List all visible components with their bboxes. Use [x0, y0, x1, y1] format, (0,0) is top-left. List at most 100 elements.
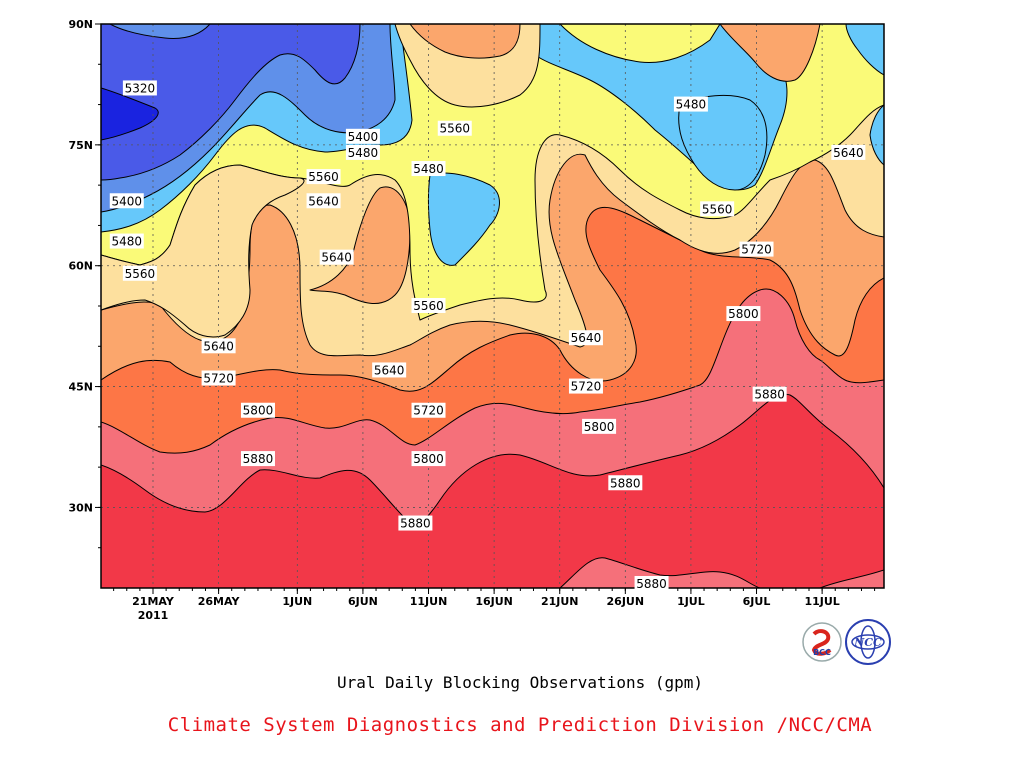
contour-label-box — [109, 233, 144, 249]
contour-label-box — [319, 249, 354, 265]
contour-label-box — [372, 362, 407, 378]
x-tick-label: 21JUN — [541, 595, 579, 608]
contour-label: 5880 — [240, 451, 275, 467]
contour-label: 5400 — [109, 193, 144, 209]
band-5400-5480-north — [845, 24, 884, 76]
contour-label-text: 5720 — [571, 380, 602, 394]
x-tick-label: 26JUN — [607, 595, 645, 608]
contour-label-box — [831, 144, 866, 160]
contour-label-box — [306, 169, 341, 185]
contour-label: 5800 — [411, 451, 446, 467]
contour-label-text: 5800 — [243, 404, 274, 418]
band-5400-5480-right — [869, 104, 884, 166]
contour-label-box — [122, 80, 157, 96]
contour-label-box — [411, 161, 446, 177]
contour-label-text: 5640 — [833, 146, 864, 160]
contour-label: 5720 — [568, 378, 603, 394]
contour-label-box — [122, 265, 157, 281]
contour-label-box — [752, 386, 787, 402]
y-tick-label: 45N — [68, 381, 93, 394]
band-5480-5560-inner — [559, 24, 721, 64]
x-tick-label: 1JUL — [677, 595, 705, 608]
contour-label-box — [411, 402, 446, 418]
contour-label-box — [673, 96, 708, 112]
contour-label-box — [437, 120, 472, 136]
ncc-logo-text: NCC — [853, 636, 882, 649]
x-tick-label: 21MAY — [132, 595, 175, 608]
contour-label: 5480 — [411, 161, 446, 177]
contour-label: 5560 — [122, 265, 157, 281]
contour-label: 5560 — [700, 201, 735, 217]
ncc-logo: NCC — [845, 619, 891, 665]
contour-label-box — [411, 451, 446, 467]
contour-label: 5800 — [240, 402, 275, 418]
band-5400-5480-island — [428, 172, 500, 266]
x-tick-label: 16JUN — [475, 595, 513, 608]
contour-label-text: 5320 — [125, 81, 156, 95]
x-tick-label: 11JUN — [410, 595, 448, 608]
contour-label: 5560 — [306, 169, 341, 185]
contour-label-text: 5560 — [308, 170, 339, 184]
x-axis-year-label: 2011 — [138, 609, 169, 622]
band-5640-5720-north-inner — [409, 24, 521, 59]
contour-label: 5640 — [372, 362, 407, 378]
contour-label-box — [726, 306, 761, 322]
contour-label: 5720 — [739, 241, 774, 257]
y-tick-label: 90N — [68, 18, 93, 31]
contour-label-text: 5560 — [125, 267, 156, 281]
contour-label: 5480 — [673, 96, 708, 112]
contour-label: 5880 — [634, 576, 669, 591]
contour-label: 5800 — [726, 306, 761, 322]
contour-label-box — [398, 515, 433, 531]
contour-label-text: 5640 — [374, 363, 405, 377]
contour-label: 5640 — [306, 193, 341, 209]
chart-title: Ural Daily Blocking Observations (gpm) — [336, 673, 704, 692]
contour-fills — [101, 24, 884, 588]
contour-label-box — [568, 330, 603, 346]
band-5320-core-top — [109, 24, 211, 39]
y-axis: 30N 45N 60N 75N 90N — [68, 18, 101, 549]
band-5240-5320 — [101, 24, 361, 181]
contour-label-text: 5400 — [111, 194, 142, 208]
contour-label: 5480 — [109, 233, 144, 249]
contour-label-text: 5640 — [308, 194, 339, 208]
contour-label: 5480 — [345, 144, 380, 160]
contour-label-box — [345, 144, 380, 160]
contour-label-box — [739, 241, 774, 257]
contour-label-box — [240, 402, 275, 418]
bcc-logo-text: BCC — [813, 648, 831, 657]
contour-label: 5640 — [201, 338, 236, 354]
contour-label-box — [634, 576, 669, 591]
contour-label-box — [700, 201, 735, 217]
y-tick-label: 30N — [68, 501, 93, 514]
contour-label-text: 5480 — [413, 162, 444, 176]
contour-label-text: 5480 — [111, 235, 142, 249]
contour-label-text: 5480 — [348, 146, 379, 160]
contour-label-box — [306, 193, 341, 209]
contour-label-text: 5800 — [728, 307, 759, 321]
contour-label: 5640 — [319, 249, 354, 265]
x-tick-label: 1JUN — [282, 595, 312, 608]
contour-label-box — [240, 451, 275, 467]
y-tick-label: 75N — [68, 139, 93, 152]
contour-label-text: 5880 — [243, 452, 274, 466]
contour-label-box — [109, 193, 144, 209]
contour-label: 5560 — [411, 298, 446, 313]
contour-label-box — [582, 418, 617, 434]
x-tick-label: 6JUN — [348, 595, 378, 608]
y-tick-label: 60N — [68, 260, 93, 273]
band-5800-5880-south — [559, 557, 761, 588]
x-tick-label: 26MAY — [198, 595, 241, 608]
band-below-5240 — [101, 87, 159, 141]
contour-label: 5400 — [345, 128, 380, 144]
contour-label: 5880 — [608, 475, 643, 491]
gridlines — [101, 24, 884, 588]
x-tick-label: 6JUL — [743, 595, 771, 608]
contour-label-box — [411, 298, 446, 313]
contour-label: 5640 — [831, 144, 866, 160]
contour-label-text: 5880 — [400, 517, 431, 531]
x-tick-label: 11JUL — [804, 595, 839, 608]
contour-label-text: 5480 — [676, 98, 707, 112]
contour-label-text: 5720 — [203, 372, 234, 386]
contour-label-box — [608, 475, 643, 491]
